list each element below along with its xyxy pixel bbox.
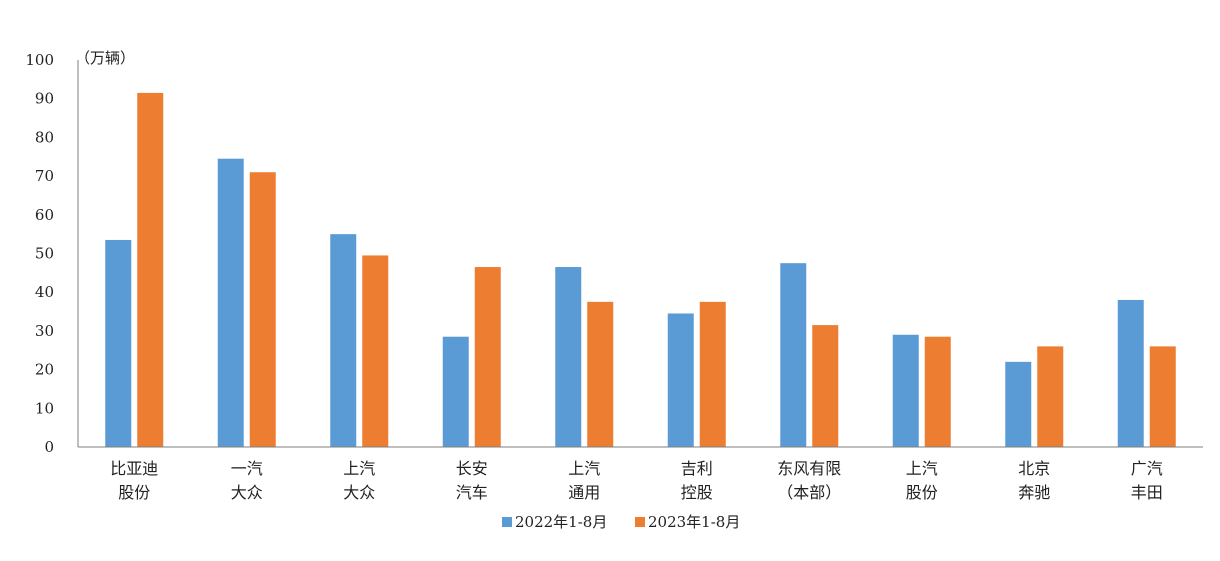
y-tick-label: 0 — [44, 438, 54, 456]
bar-1-9 — [1005, 361, 1032, 447]
x-tick-label: 控股 — [681, 483, 713, 502]
bar-2-1 — [137, 92, 164, 448]
legend-label-1: 2022年1-8月 — [515, 513, 607, 531]
bar-1-6 — [667, 313, 694, 447]
bar-1-8 — [892, 334, 919, 447]
x-tick-label: 北京 — [1018, 459, 1050, 478]
y-tick-label: 70 — [35, 167, 54, 185]
y-tick-label: 90 — [35, 90, 54, 108]
bar-2-4 — [474, 267, 501, 447]
bar-2-7 — [812, 325, 839, 447]
x-tick-label: 吉利 — [681, 459, 713, 478]
bar-1-2 — [217, 158, 244, 447]
y-axis-ticks: 0 10 20 30 40 50 60 70 80 90 100 — [25, 51, 54, 456]
bar-2-6 — [699, 301, 726, 447]
bar-1-7 — [780, 263, 807, 447]
x-tick-label: 东风有限 — [777, 459, 841, 478]
x-tick-label: 上汽 — [343, 459, 375, 478]
x-tick-label: 广汽 — [1131, 459, 1163, 478]
bar-2-8 — [924, 336, 951, 447]
bar-2-5 — [587, 301, 614, 447]
x-tick-label: 股份 — [118, 483, 150, 502]
x-tick-label: 比亚迪 — [110, 459, 158, 478]
x-tick-label: （本部） — [777, 483, 841, 502]
legend-label-2: 2023年1-8月 — [648, 513, 740, 531]
y-tick-label: 80 — [35, 128, 54, 146]
x-tick-label: 上汽 — [906, 459, 938, 478]
legend-swatch-2 — [635, 517, 645, 527]
y-tick-label: 60 — [35, 206, 54, 224]
legend: 2022年1-8月 2023年1-8月 — [502, 513, 740, 531]
x-tick-label: 大众 — [343, 483, 375, 502]
bar-1-4 — [442, 336, 469, 447]
unit-label: （万辆） — [75, 49, 135, 67]
bar-2-10 — [1149, 346, 1176, 447]
x-tick-label: 通用 — [568, 483, 600, 502]
y-tick-label: 100 — [25, 51, 54, 69]
x-tick-label: 奔驰 — [1018, 483, 1050, 502]
x-tick-label: 一汽 — [231, 459, 263, 478]
legend-swatch-1 — [502, 517, 512, 527]
bar-1-3 — [330, 234, 357, 447]
x-tick-label: 丰田 — [1131, 483, 1163, 502]
bar-2-3 — [362, 255, 389, 447]
bar-1-1 — [105, 239, 132, 447]
bar-2-2 — [249, 172, 276, 448]
bar-1-5 — [555, 267, 582, 447]
y-tick-label: 50 — [35, 245, 54, 263]
y-tick-label: 10 — [35, 399, 54, 417]
y-tick-label: 30 — [35, 322, 54, 340]
bars — [105, 92, 1176, 448]
x-tick-label: 股份 — [906, 483, 938, 502]
y-tick-label: 40 — [35, 283, 54, 301]
bar-2-9 — [1037, 346, 1064, 447]
x-tick-label: 汽车 — [456, 483, 488, 502]
x-tick-label: 上汽 — [568, 459, 600, 478]
x-tick-label: 长安 — [456, 459, 488, 478]
x-tick-label: 大众 — [231, 483, 263, 502]
bar-1-10 — [1117, 299, 1144, 447]
y-tick-label: 20 — [35, 361, 54, 379]
